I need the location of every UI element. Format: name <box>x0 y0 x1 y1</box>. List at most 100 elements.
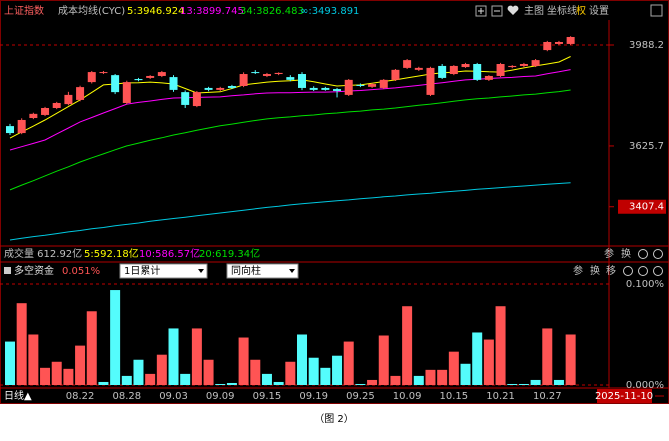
bar <box>308 357 319 385</box>
toolbar-icons[interactable] <box>475 5 519 17</box>
panel-button[interactable]: 换 <box>590 264 600 277</box>
favorite[interactable] <box>507 5 519 15</box>
zoom-in[interactable] <box>475 5 487 17</box>
dropdown-label[interactable]: 1日累计 <box>124 264 160 277</box>
bar <box>285 361 296 385</box>
toolbar-button[interactable]: 主图 <box>524 5 544 17</box>
candle-body <box>17 119 26 134</box>
bar <box>250 359 261 385</box>
bar <box>495 306 506 385</box>
candle-body <box>52 102 61 108</box>
candle-body <box>227 85 236 88</box>
bar <box>215 383 226 385</box>
toolbar-button[interactable]: 坐标线 <box>547 4 577 17</box>
bar <box>63 368 74 385</box>
bar <box>448 351 459 385</box>
panel-icon[interactable] <box>653 249 663 259</box>
volume-ma: 10:586.57亿 <box>139 247 200 260</box>
bar <box>110 290 121 385</box>
panel-icon[interactable] <box>638 249 648 259</box>
candle-body <box>274 72 283 75</box>
x-tick-label: 09.09 <box>206 391 235 402</box>
candle-body <box>216 87 225 90</box>
panel-button[interactable]: 换 <box>621 247 631 260</box>
bar <box>121 375 132 385</box>
panel-button[interactable]: 参 <box>604 247 614 260</box>
bar <box>320 367 331 385</box>
bar <box>40 367 51 385</box>
y-tick-box <box>618 199 666 214</box>
bar <box>180 373 191 385</box>
bar <box>413 375 424 385</box>
candle-body <box>508 65 517 68</box>
zoom-out[interactable] <box>491 5 503 17</box>
legend-entry: ∞:3493.891 <box>300 6 359 17</box>
x-tick-label: 10.15 <box>440 391 469 402</box>
bar <box>483 339 494 385</box>
bar <box>273 381 284 385</box>
ma-line <box>9 182 571 241</box>
chart-title: 上证指数 <box>4 4 44 17</box>
candle-body <box>356 84 365 86</box>
indicator-name: 多空资金 <box>14 264 54 277</box>
panel-icon[interactable] <box>638 266 648 276</box>
x-tick-label: 08.28 <box>112 391 141 402</box>
bar <box>367 379 378 385</box>
candle-body <box>181 92 190 105</box>
panel-button[interactable]: 参 <box>573 264 583 277</box>
toolbar-button[interactable]: 设置 <box>589 5 609 17</box>
candle-body <box>461 63 470 68</box>
candle-body <box>122 82 131 103</box>
candle-body <box>368 84 377 87</box>
panel-icon[interactable] <box>653 266 663 276</box>
bar <box>530 379 541 385</box>
candle-body <box>239 74 248 86</box>
candle-body <box>76 87 85 100</box>
candle-body <box>403 60 412 68</box>
bar <box>507 383 518 385</box>
candle-body <box>204 87 213 90</box>
x-tick-label: 09.03 <box>159 391 188 402</box>
candle-body <box>473 63 482 80</box>
candle-body <box>426 67 435 95</box>
candle-body <box>6 126 14 134</box>
candle-body <box>64 94 73 105</box>
candle-body <box>543 41 552 51</box>
y-tick-label: 3625.7 <box>629 141 664 152</box>
candle-body <box>262 74 271 76</box>
panel-button[interactable]: 移 <box>606 264 616 277</box>
zoom-in-icon <box>478 8 484 14</box>
bar <box>343 341 354 385</box>
candle-body <box>496 63 505 76</box>
maximize[interactable] <box>650 4 663 17</box>
indicator-value: 0.051% <box>62 266 100 277</box>
legend-entry: 13:3899.745 <box>180 6 244 17</box>
dropdown[interactable] <box>226 263 299 279</box>
period-label[interactable]: 日线▲ <box>4 389 32 402</box>
bar <box>86 311 97 385</box>
bar <box>518 383 529 385</box>
bar <box>5 341 15 385</box>
bar <box>145 373 156 385</box>
panel-icon[interactable] <box>623 266 633 276</box>
bar <box>297 334 307 385</box>
bar <box>378 335 389 385</box>
candle-body <box>333 89 342 92</box>
candle-body <box>379 79 388 88</box>
x-tick-label: 09.19 <box>299 391 328 402</box>
dropdown-label[interactable]: 同向柱 <box>231 264 261 277</box>
volume-ma: 20:619.34亿 <box>199 247 260 260</box>
x-tick-label: 10.09 <box>393 391 422 402</box>
bar <box>402 306 413 385</box>
dropdown-arrow <box>198 269 204 273</box>
bar <box>565 334 576 385</box>
volume-ma: 5:592.18亿 <box>84 247 139 260</box>
dropdown-arrow <box>289 269 295 273</box>
bar <box>437 369 448 385</box>
y-tick-label: 3407.4 <box>629 202 664 213</box>
indicator-icon[interactable] <box>4 267 11 274</box>
candle-body <box>449 65 458 75</box>
toolbar-button[interactable]: 权 <box>576 4 586 17</box>
dropdown[interactable] <box>119 263 208 279</box>
bar <box>460 363 471 385</box>
